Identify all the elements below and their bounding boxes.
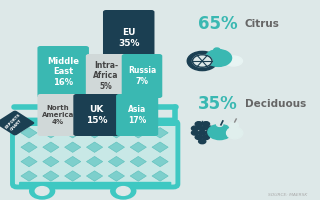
Circle shape [214, 48, 220, 52]
Text: Russia
7%: Russia 7% [128, 66, 156, 86]
FancyBboxPatch shape [12, 121, 178, 187]
Circle shape [116, 187, 130, 195]
Circle shape [206, 130, 213, 135]
Circle shape [205, 50, 232, 66]
Polygon shape [152, 128, 168, 138]
Polygon shape [130, 171, 146, 181]
Text: EXPORTS
CHART: EXPORTS CHART [5, 113, 25, 133]
FancyBboxPatch shape [122, 54, 162, 98]
Polygon shape [108, 171, 124, 181]
Polygon shape [152, 142, 168, 152]
Text: Asia
17%: Asia 17% [128, 105, 146, 125]
Circle shape [195, 135, 202, 140]
Circle shape [199, 126, 206, 131]
Circle shape [199, 139, 206, 144]
Circle shape [195, 122, 202, 126]
Polygon shape [21, 171, 37, 181]
Circle shape [217, 122, 223, 126]
Ellipse shape [229, 122, 238, 129]
Polygon shape [65, 142, 81, 152]
Polygon shape [65, 156, 81, 167]
Polygon shape [108, 156, 124, 167]
Polygon shape [130, 128, 146, 138]
Polygon shape [21, 128, 37, 138]
Polygon shape [21, 156, 37, 167]
Circle shape [30, 183, 55, 199]
Polygon shape [86, 156, 103, 167]
Text: 35%: 35% [198, 95, 238, 113]
FancyBboxPatch shape [19, 182, 171, 188]
Polygon shape [86, 128, 103, 138]
FancyBboxPatch shape [73, 94, 120, 136]
Text: Intra-
Africa
5%: Intra- Africa 5% [93, 61, 119, 91]
FancyBboxPatch shape [37, 46, 89, 98]
Polygon shape [43, 171, 59, 181]
FancyBboxPatch shape [103, 10, 155, 66]
Text: North
America
4%: North America 4% [42, 105, 74, 125]
FancyBboxPatch shape [0, 111, 34, 135]
Text: Deciduous: Deciduous [245, 99, 306, 109]
Polygon shape [43, 142, 59, 152]
Polygon shape [65, 171, 81, 181]
Circle shape [191, 126, 199, 131]
Polygon shape [21, 142, 37, 152]
Ellipse shape [224, 56, 243, 66]
Polygon shape [130, 156, 146, 167]
Text: SOURCE: MAERSK: SOURCE: MAERSK [268, 193, 308, 197]
FancyBboxPatch shape [37, 94, 78, 136]
Text: 65%: 65% [198, 15, 238, 33]
Circle shape [191, 130, 199, 135]
Polygon shape [43, 156, 59, 167]
Text: EU
35%: EU 35% [118, 28, 140, 48]
Circle shape [193, 55, 212, 67]
Polygon shape [86, 142, 103, 152]
Polygon shape [108, 128, 124, 138]
Ellipse shape [227, 127, 243, 139]
Circle shape [206, 126, 213, 131]
Polygon shape [130, 142, 146, 152]
Circle shape [208, 124, 232, 140]
FancyBboxPatch shape [86, 54, 126, 98]
Polygon shape [152, 156, 168, 167]
Text: Middle
East
16%: Middle East 16% [47, 57, 79, 87]
Text: Citrus: Citrus [245, 19, 280, 29]
FancyBboxPatch shape [14, 118, 176, 126]
Circle shape [187, 51, 217, 71]
Circle shape [199, 130, 206, 135]
Polygon shape [65, 128, 81, 138]
Polygon shape [86, 171, 103, 181]
Polygon shape [152, 171, 168, 181]
Polygon shape [108, 142, 124, 152]
FancyBboxPatch shape [116, 94, 158, 136]
Text: UK
15%: UK 15% [86, 105, 108, 125]
Polygon shape [43, 128, 59, 138]
Circle shape [35, 187, 49, 195]
Circle shape [202, 122, 210, 126]
Circle shape [202, 135, 210, 140]
Circle shape [111, 183, 136, 199]
